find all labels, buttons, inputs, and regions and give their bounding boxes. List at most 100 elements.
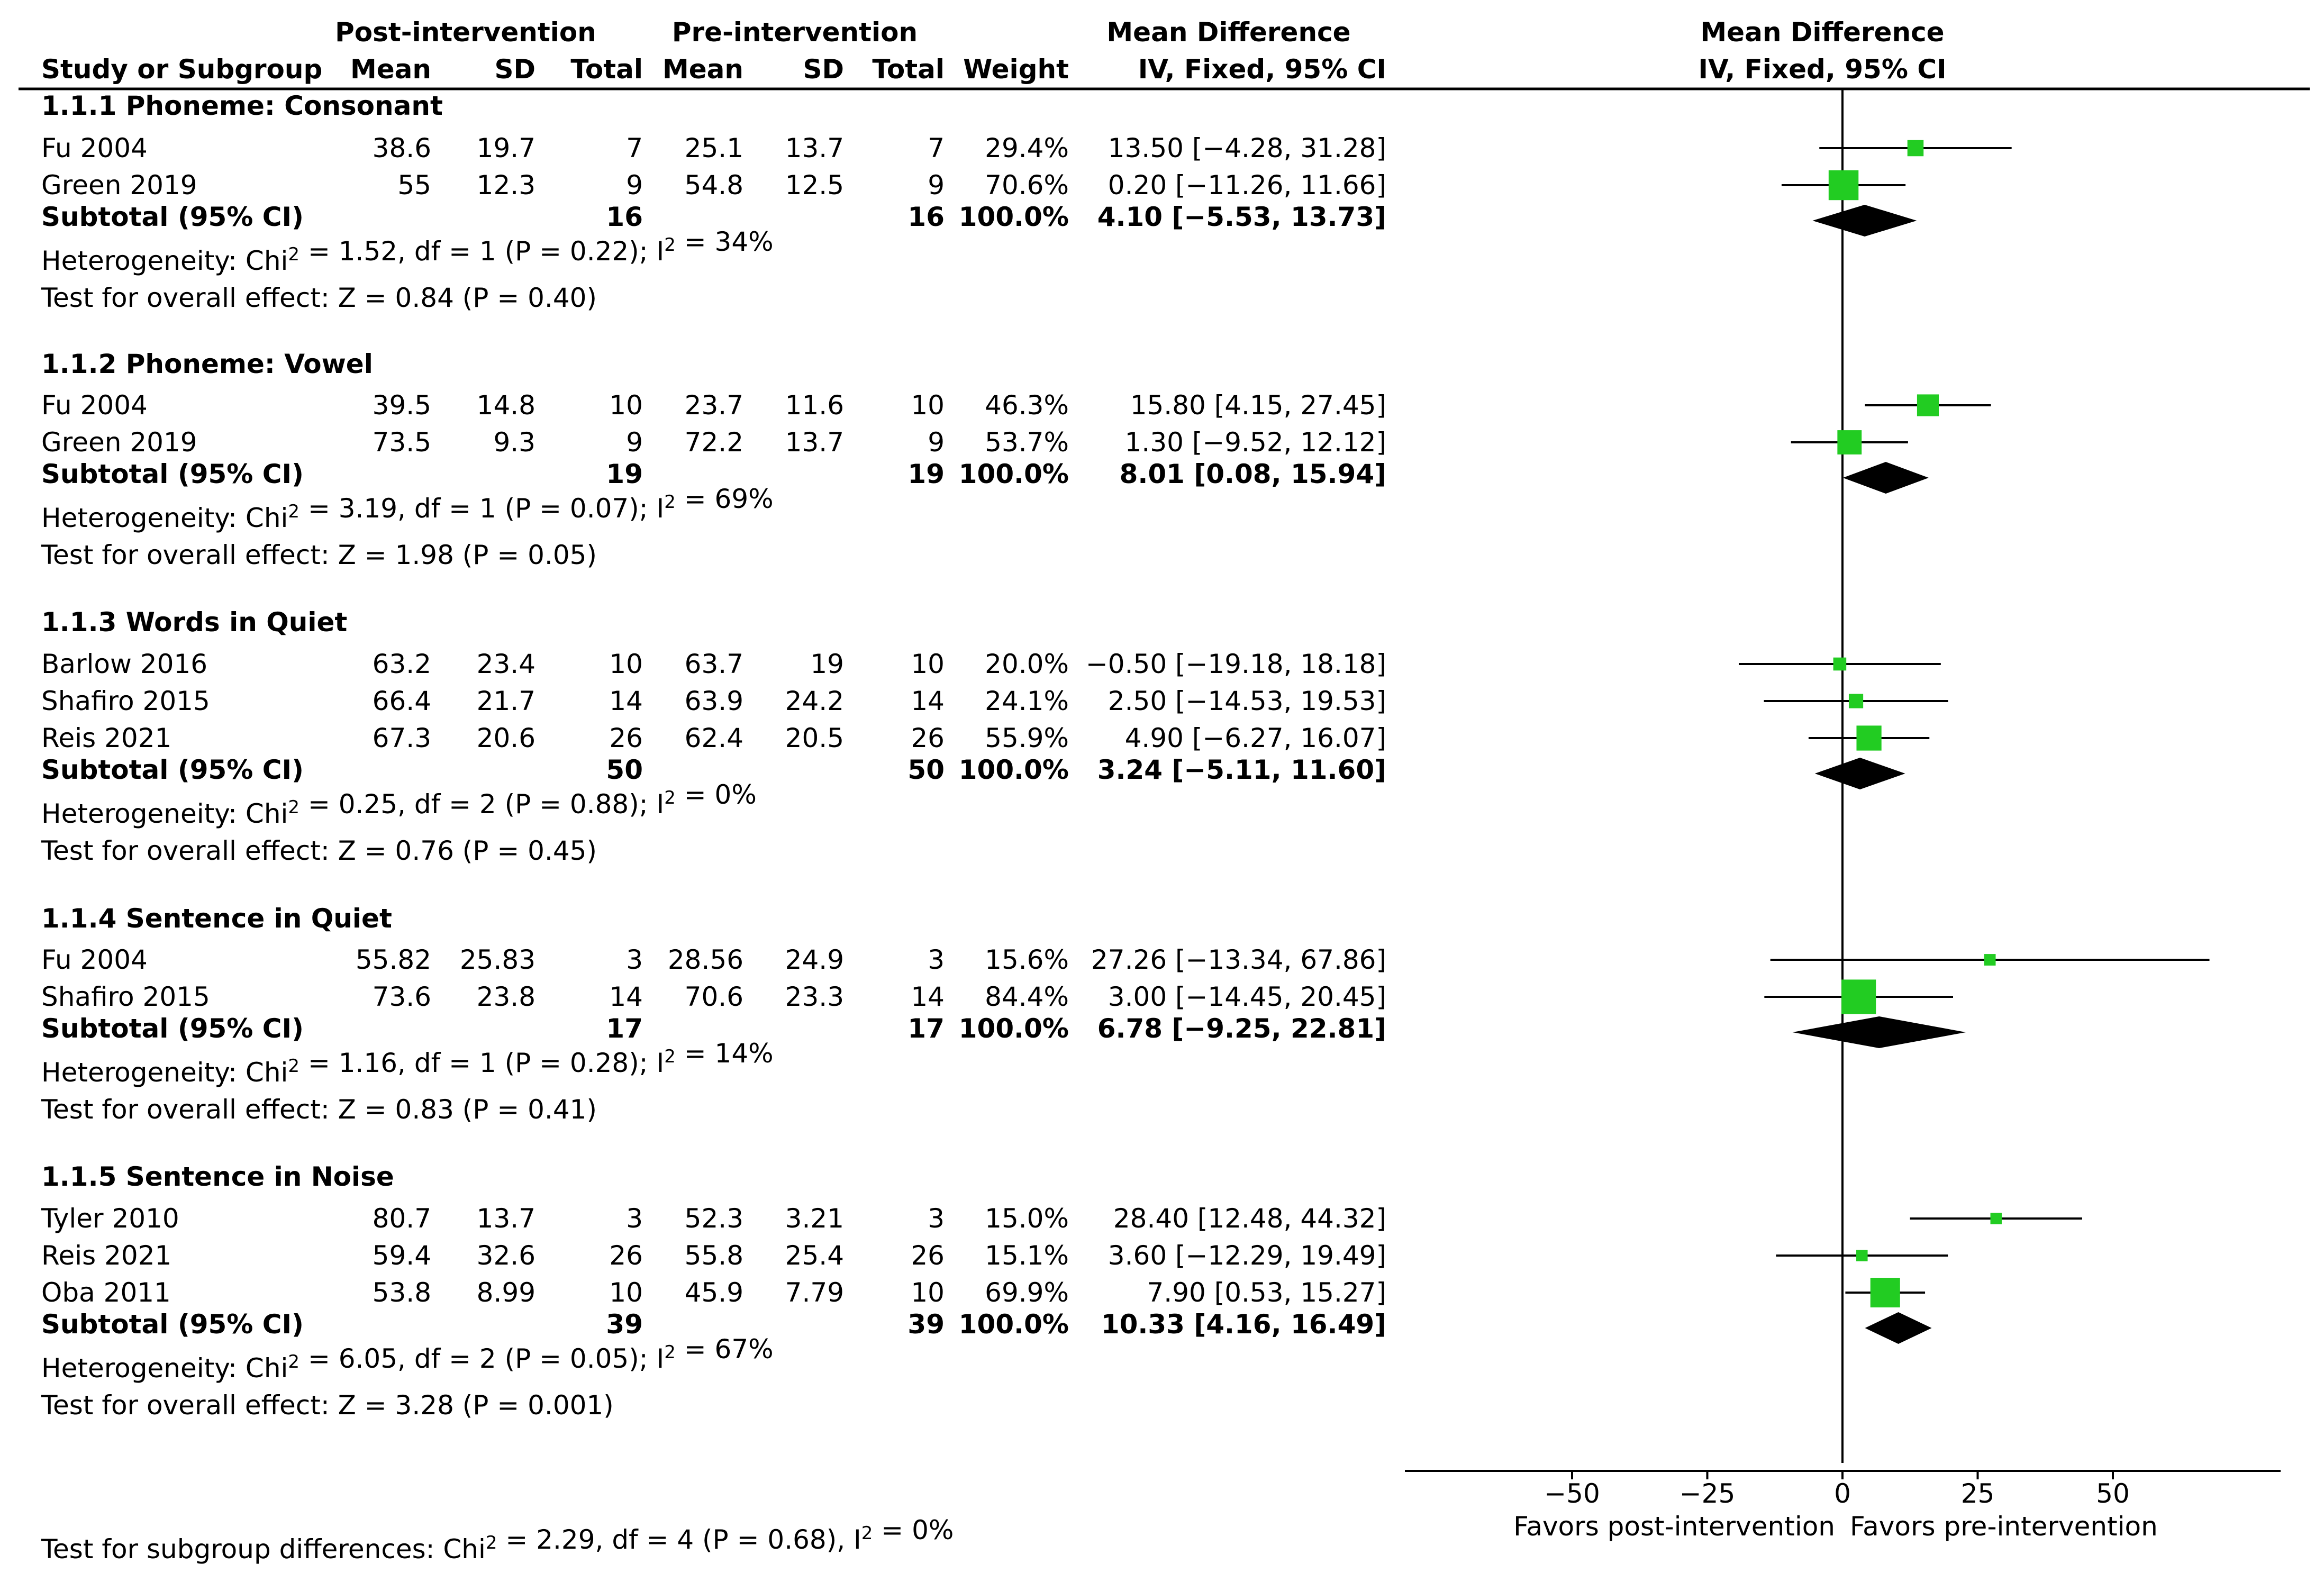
study-ci: 13.50 [−4.28, 31.28]	[1108, 133, 1386, 163]
post-mean: 38.6	[373, 133, 431, 163]
pre-total: 26	[911, 723, 945, 753]
pre-mean: 55.8	[685, 1240, 743, 1271]
post-total: 26	[609, 1240, 643, 1271]
study-ci: 4.90 [−6.27, 16.07]	[1125, 723, 1386, 753]
study-weight: 70.6%	[985, 170, 1069, 201]
subtotal-weight: 100.0%	[959, 202, 1069, 232]
subgroup-title: 1.1.3 Words in Quiet	[41, 607, 347, 638]
study-name: Oba 2011	[41, 1277, 171, 1308]
study-weight: 15.6%	[985, 944, 1069, 975]
pre-sd: 3.21	[785, 1203, 844, 1234]
overall-effect-test: Test for overall effect: Z = 3.28 (P = 0…	[41, 1390, 614, 1421]
header-post-mean: Mean	[350, 54, 431, 85]
post-mean: 39.5	[373, 390, 431, 421]
pre-total: 3	[928, 1203, 945, 1234]
pre-mean: 45.9	[685, 1277, 743, 1308]
header-pre-sd: SD	[803, 54, 844, 85]
pre-total: 3	[928, 944, 945, 975]
subgroup-title: 1.1.4 Sentence in Quiet	[41, 903, 392, 934]
study-weight: 84.4%	[985, 981, 1069, 1012]
study-marker	[1848, 694, 1864, 708]
plot-layer: −50 −25 0 25 50 Favors post-intervention Favor…	[1405, 89, 2281, 1542]
post-total: 3	[626, 944, 643, 975]
study-weight: 24.1%	[985, 686, 1069, 716]
pre-total: 10	[911, 1277, 945, 1308]
study-marker	[1990, 1213, 2002, 1224]
study-marker	[1833, 657, 1847, 671]
pre-sd: 20.5	[785, 723, 844, 753]
header-study: Study or Subgroup	[41, 54, 322, 85]
post-total: 3	[626, 1203, 643, 1234]
pre-mean: 62.4	[685, 723, 743, 753]
post-mean: 59.4	[373, 1240, 431, 1271]
study-marker	[1837, 430, 1862, 454]
study-ci: 2.50 [−14.53, 19.53]	[1108, 686, 1386, 716]
subtotal-diamond	[1812, 205, 1917, 237]
subtotal-weight: 100.0%	[959, 459, 1069, 489]
subtotal-label: Subtotal (95% CI)	[41, 754, 304, 785]
heterogeneity-stat: Heterogeneity: Chi2 = 6.05, df = 2 (P = …	[41, 1334, 774, 1384]
header-ci: IV, Fixed, 95% CI	[1138, 54, 1386, 85]
subtotal-post-total: 50	[606, 754, 643, 785]
subgroup-differences-test: Test for subgroup differences: Chi2 = 2.…	[41, 1515, 954, 1565]
study-weight: 55.9%	[985, 723, 1069, 753]
header-plot-ci: IV, Fixed, 95% CI	[1698, 54, 1946, 85]
post-sd: 23.4	[477, 649, 535, 679]
study-weight: 15.1%	[985, 1240, 1069, 1271]
post-total: 9	[626, 170, 643, 201]
pre-mean: 52.3	[685, 1203, 743, 1234]
post-mean: 53.8	[373, 1277, 431, 1308]
pre-mean: 28.56	[668, 944, 743, 975]
overall-effect-test: Test for overall effect: Z = 0.84 (P = 0…	[41, 283, 597, 313]
post-total: 9	[626, 427, 643, 458]
subtotal-diamond	[1814, 758, 1905, 789]
pre-sd: 25.4	[785, 1240, 844, 1271]
pre-mean: 54.8	[685, 170, 743, 201]
study-name: Shafiro 2015	[41, 686, 210, 716]
study-name: Reis 2021	[41, 723, 171, 753]
subgroup-title: 1.1.1 Phoneme: Consonant	[41, 90, 443, 121]
post-sd: 13.7	[477, 1203, 535, 1234]
subtotal-pre-total: 16	[907, 202, 945, 232]
subtotal-post-total: 39	[606, 1309, 643, 1340]
subtotal-post-total: 19	[606, 459, 643, 489]
post-mean: 80.7	[373, 1203, 431, 1234]
post-sd: 32.6	[477, 1240, 535, 1271]
pre-total: 10	[911, 649, 945, 679]
subgroup-title: 1.1.5 Sentence in Noise	[41, 1161, 394, 1192]
post-sd: 21.7	[477, 686, 535, 716]
subtotal-label: Subtotal (95% CI)	[41, 1309, 304, 1340]
x-tick-label: −50	[1544, 1478, 1600, 1509]
study-marker	[1870, 1277, 1900, 1308]
study-weight: 46.3%	[985, 390, 1069, 421]
subtotal-label: Subtotal (95% CI)	[41, 1013, 304, 1044]
pre-total: 14	[911, 686, 945, 716]
study-marker	[1856, 725, 1882, 751]
post-sd: 8.99	[477, 1277, 535, 1308]
header-post-sd: SD	[494, 54, 535, 85]
overall-effect-test: Test for overall effect: Z = 0.76 (P = 0…	[41, 835, 597, 866]
study-marker	[1828, 170, 1859, 201]
header-plot-title: Mean Difference	[1700, 17, 1944, 48]
post-mean: 55	[397, 170, 431, 201]
header-pre-total: Total	[872, 54, 945, 85]
x-tick-label: −25	[1680, 1478, 1736, 1509]
study-weight: 53.7%	[985, 427, 1069, 458]
study-name: Barlow 2016	[41, 649, 207, 679]
study-ci: 7.90 [0.53, 15.27]	[1147, 1277, 1387, 1308]
subtotal-ci: 6.78 [−9.25, 22.81]	[1097, 1013, 1386, 1044]
study-ci: 1.30 [−9.52, 12.12]	[1125, 427, 1386, 458]
heterogeneity-stat: Heterogeneity: Chi2 = 0.25, df = 2 (P = …	[41, 779, 757, 829]
post-sd: 14.8	[477, 390, 535, 421]
subtotal-ci: 3.24 [−5.11, 11.60]	[1097, 754, 1386, 785]
overall-effect-test: Test for overall effect: Z = 0.83 (P = 0…	[41, 1094, 597, 1125]
study-weight: 20.0%	[985, 649, 1069, 679]
pre-sd: 13.7	[785, 133, 844, 163]
pre-total: 14	[911, 981, 945, 1012]
post-mean: 67.3	[373, 723, 431, 753]
pre-total: 10	[911, 390, 945, 421]
header-group-post: Post-intervention	[335, 17, 596, 48]
pre-mean: 70.6	[685, 981, 743, 1012]
post-mean: 73.6	[373, 981, 431, 1012]
heterogeneity-stat: Heterogeneity: Chi2 = 3.19, df = 1 (P = …	[41, 484, 774, 533]
